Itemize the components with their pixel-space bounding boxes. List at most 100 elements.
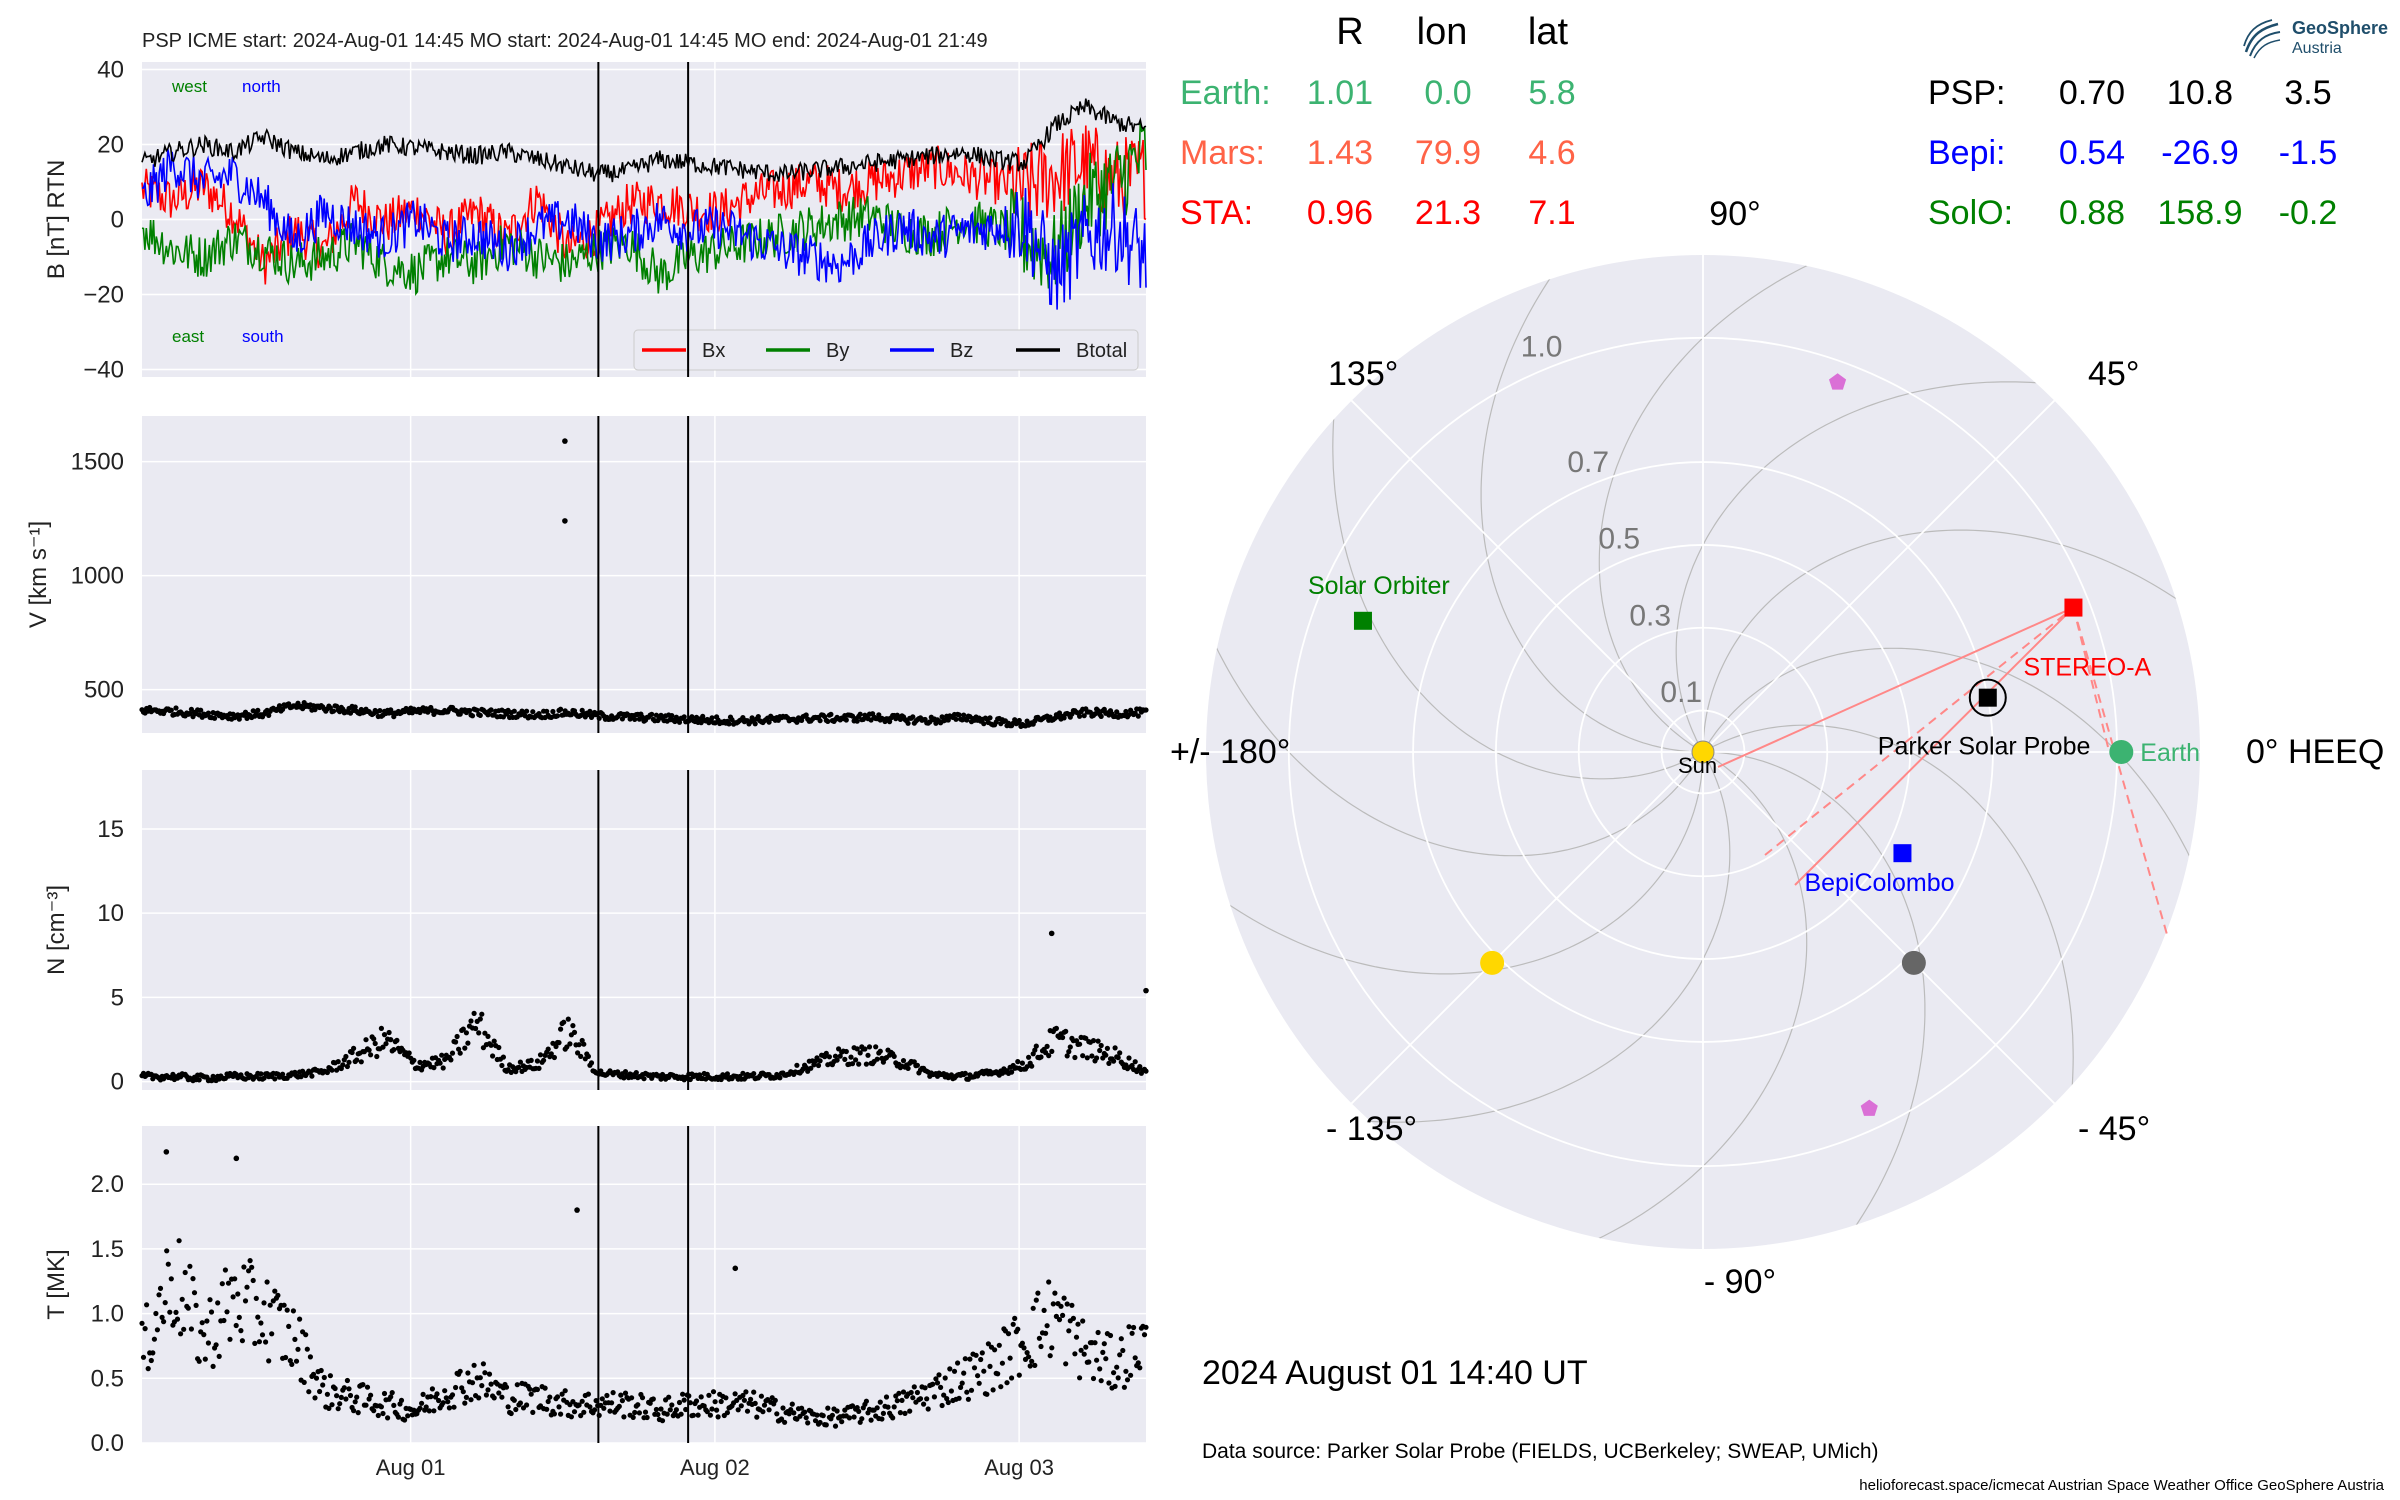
spiral-line — [1332, 317, 1704, 780]
data-point — [666, 1394, 672, 1400]
data-point — [225, 1280, 232, 1286]
data-point — [290, 1308, 296, 1314]
data-point — [247, 1258, 253, 1264]
data-point — [499, 1394, 505, 1400]
data-point — [204, 1318, 210, 1324]
y-axis-label: B [nT] RTN — [43, 160, 70, 280]
data-point — [537, 1052, 544, 1058]
data-point — [551, 1411, 558, 1417]
data-point — [1015, 1059, 1021, 1065]
data-point — [570, 1023, 576, 1029]
data-point — [304, 1346, 310, 1352]
data-point — [453, 1039, 459, 1045]
x-tick-label: Aug 02 — [680, 1455, 750, 1480]
y-tick-label: −40 — [83, 357, 124, 384]
data-point — [726, 721, 732, 727]
data-point — [849, 1061, 856, 1067]
data-point — [778, 1416, 785, 1422]
data-point — [199, 1320, 205, 1326]
data-point — [445, 1399, 451, 1405]
data-point — [751, 1071, 757, 1077]
data-point — [817, 1058, 823, 1064]
data-point — [998, 1384, 1004, 1390]
data-point — [619, 1398, 626, 1404]
data-point — [483, 1392, 489, 1398]
geosphere-logo — [2238, 14, 2398, 62]
data-point — [1137, 1365, 1143, 1371]
data-point — [967, 1356, 973, 1362]
data-point — [723, 1395, 729, 1401]
data-point — [922, 1385, 928, 1391]
data-point — [545, 1046, 551, 1052]
data-point — [330, 708, 337, 714]
data-point — [179, 1296, 185, 1302]
legend-box — [633, 329, 1139, 371]
data-point — [578, 1053, 584, 1059]
data-point — [641, 1076, 647, 1082]
data-point — [942, 1375, 948, 1381]
data-point — [945, 1399, 951, 1406]
panel-background — [142, 1126, 1146, 1443]
data-point — [868, 1417, 874, 1423]
data-point — [465, 1040, 471, 1046]
data-point — [542, 1385, 548, 1391]
data-point — [755, 714, 761, 720]
data-point — [551, 1054, 558, 1061]
data-point — [931, 1394, 938, 1400]
body-label-solar-orbiter: Solar Orbiter — [1308, 572, 1450, 600]
y-tick-label: 0 — [111, 207, 124, 234]
data-point — [491, 1395, 497, 1401]
data-point — [587, 1404, 593, 1410]
data-point — [939, 1402, 945, 1409]
data-point — [760, 1409, 766, 1415]
data-point — [378, 1025, 384, 1031]
data-point — [874, 1405, 880, 1411]
table-row-r: 0.88 — [2059, 194, 2125, 232]
data-point — [655, 1411, 661, 1418]
table-row-name: SolO: — [1928, 194, 2013, 232]
spiral-line — [1702, 529, 2200, 753]
data-point — [391, 1047, 397, 1053]
data-point — [374, 1053, 380, 1060]
data-point — [528, 1391, 534, 1397]
data-point — [941, 1392, 947, 1398]
data-point — [440, 1065, 446, 1071]
data-point — [1120, 1347, 1126, 1354]
data-point — [984, 1391, 990, 1397]
data-point — [561, 1019, 567, 1025]
data-point — [772, 1397, 778, 1403]
data-point — [153, 1310, 159, 1317]
psp-ring-marker — [1968, 678, 2007, 717]
data-point — [803, 712, 809, 718]
data-point — [669, 713, 675, 719]
data-point — [272, 1076, 278, 1082]
data-point — [488, 1042, 494, 1048]
data-point — [1016, 1372, 1022, 1378]
data-point — [363, 1402, 369, 1408]
data-point — [429, 1386, 435, 1392]
data-point — [343, 1396, 349, 1402]
data-point — [437, 1060, 443, 1066]
data-point — [823, 1422, 829, 1428]
cme-direction-line — [1794, 606, 2075, 886]
data-point — [1129, 1330, 1135, 1336]
table-row-lat: -1.5 — [2279, 134, 2338, 172]
table-row-name: Bepi: — [1928, 134, 2006, 172]
data-point — [1056, 710, 1063, 716]
y-tick-label: 0.0 — [91, 1430, 124, 1457]
data-point — [436, 1397, 442, 1404]
data-point — [1095, 1038, 1101, 1044]
data-point — [556, 1040, 562, 1046]
data-point — [1024, 1350, 1030, 1356]
data-point — [276, 703, 283, 709]
data-point — [718, 1398, 724, 1405]
data-point — [1038, 1343, 1044, 1350]
data-point — [578, 1413, 584, 1419]
data-point — [398, 1397, 405, 1403]
data-point — [173, 1309, 179, 1315]
data-point — [636, 1410, 643, 1416]
data-point — [303, 1332, 309, 1338]
data-point — [215, 1300, 221, 1306]
data-point — [1106, 1380, 1112, 1386]
data-point — [1135, 713, 1141, 719]
